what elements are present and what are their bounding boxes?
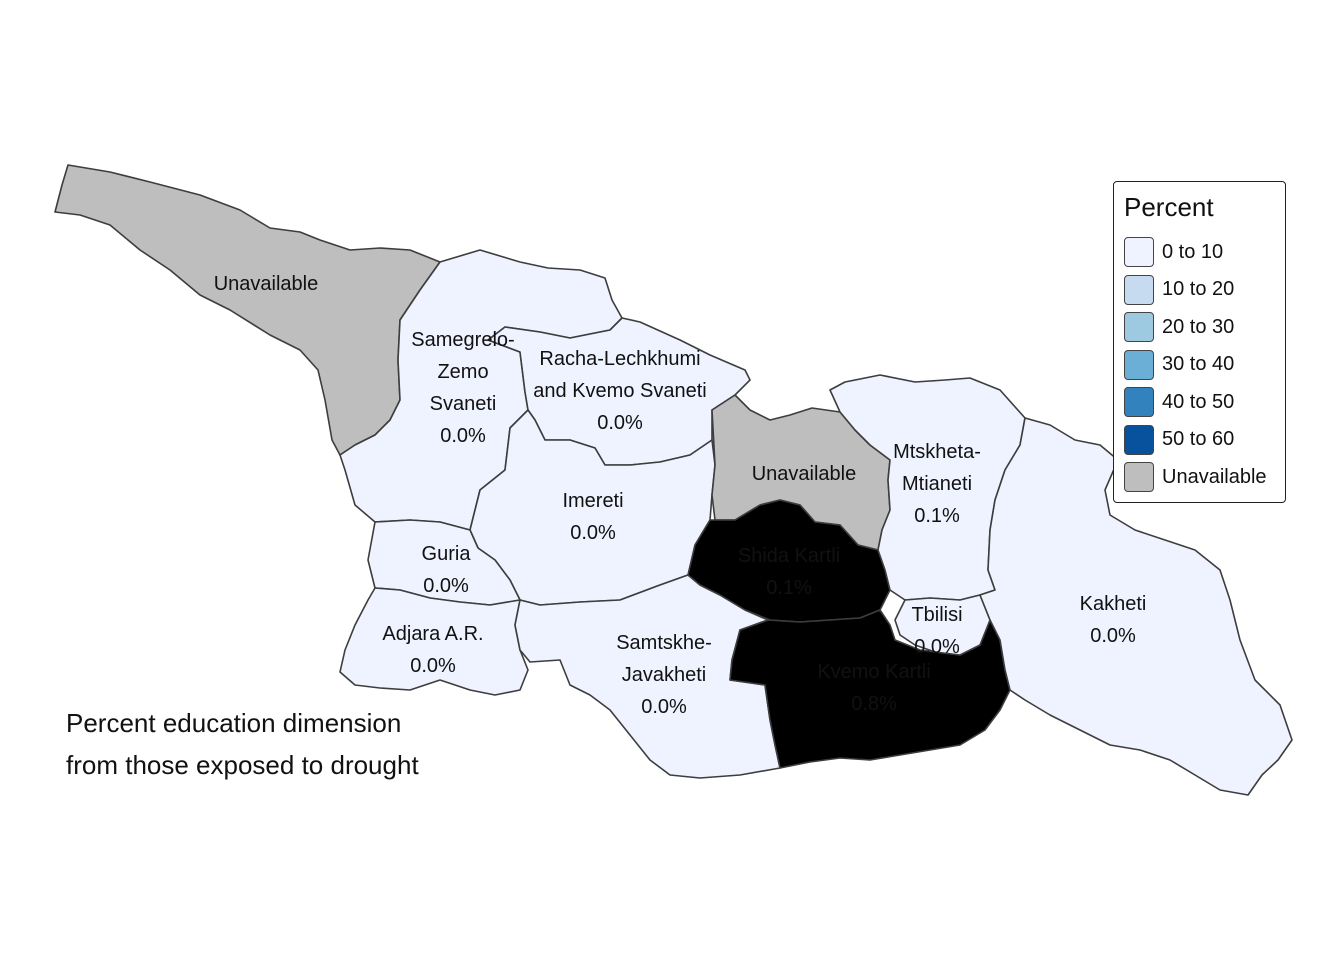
region-label-line: 0.1%	[914, 505, 960, 527]
legend-label: 10 to 20	[1162, 278, 1235, 300]
regions-layer	[54, 164, 1293, 796]
region-abkhazia	[54, 164, 441, 456]
region-label-line: 0.1%	[766, 577, 812, 599]
legend-label: Unavailable	[1162, 465, 1267, 488]
region-label-line: Unavailable	[214, 273, 319, 295]
region-label-line: Adjara A.R.	[382, 623, 483, 645]
region-label-line: 0.0%	[597, 412, 643, 434]
legend-item: 50 to 60	[1124, 424, 1234, 456]
legend-item: Unavailable	[1124, 461, 1267, 493]
legend-swatch	[1124, 312, 1154, 342]
map-caption: Percent education dimension from those e…	[66, 702, 419, 786]
region-label-line: Kakheti	[1080, 593, 1147, 615]
region-kvemo-kartli	[729, 609, 1011, 769]
region-label-line: 0.0%	[1090, 625, 1136, 647]
region-label-line: Mtskheta-	[893, 441, 981, 463]
region-tbilisi	[894, 594, 991, 656]
region-label-kvemo-kartli: Kvemo Kartli 0.8%	[817, 661, 930, 715]
region-label-line: Unavailable	[752, 463, 857, 485]
legend-title: Percent	[1124, 192, 1214, 222]
region-label-line: 0.0%	[423, 575, 469, 597]
region-label-imereti: Imereti 0.0%	[562, 490, 623, 544]
legend-label: 40 to 50	[1162, 390, 1235, 413]
legend-label: 30 to 40	[1162, 353, 1235, 375]
legend-label: 50 to 60	[1162, 428, 1235, 450]
legend-swatch	[1124, 387, 1154, 417]
region-label-line: Racha-Lechkhumi	[539, 348, 700, 370]
region-label-kakheti: Kakheti 0.0%	[1080, 593, 1147, 647]
region-label-line: Svaneti	[430, 393, 497, 415]
region-label-line: Javakheti	[622, 664, 707, 686]
region-label-line: and Kvemo Svaneti	[533, 380, 706, 402]
legend-item: 10 to 20	[1124, 274, 1234, 306]
region-label-abkhazia: Unavailable	[214, 273, 319, 295]
region-label-tbilisi: Tbilisi 0.0%	[911, 604, 962, 658]
region-label-line: Zemo	[437, 361, 488, 383]
region-label-mtskheta: Mtskheta- Mtianeti 0.1%	[893, 441, 981, 527]
region-label-line: Guria	[422, 543, 472, 565]
legend-swatch	[1124, 424, 1154, 455]
region-label-line: Mtianeti	[902, 473, 972, 495]
legend-swatch	[1124, 462, 1154, 492]
region-label-line: Shida Kartli	[738, 545, 840, 567]
region-label-line: Tbilisi	[911, 604, 962, 626]
legend-swatch	[1124, 237, 1154, 267]
legend-item: 20 to 30	[1124, 311, 1234, 343]
region-adjara	[339, 587, 529, 696]
region-label-line: 0.0%	[914, 636, 960, 658]
region-kakheti	[979, 417, 1293, 796]
legend-item: 0 to 10	[1124, 236, 1223, 268]
legend-swatch	[1124, 349, 1154, 380]
region-label-samtskhe: Samtskhe- Javakheti 0.0%	[616, 632, 712, 718]
legend-label: 0 to 10	[1162, 240, 1224, 263]
region-label-line: Samegrelo-	[411, 329, 514, 351]
legend: Percent 0 to 10 10 to 20 20 to 30 30 to 40 4…	[1113, 181, 1286, 503]
caption-line-2: from those exposed to drought	[66, 750, 419, 780]
region-label-guria: Guria 0.0%	[422, 543, 472, 597]
region-label-line: 0.0%	[570, 522, 616, 544]
region-label-shida-kartli: Shida Kartli 0.1%	[738, 545, 840, 599]
caption-line-1: Percent education dimension	[66, 708, 402, 738]
legend-swatch	[1124, 274, 1154, 305]
region-label-line: Imereti	[562, 490, 623, 512]
region-label-line: 0.8%	[851, 693, 897, 715]
legend-item: 30 to 40	[1124, 349, 1234, 381]
region-label-samegrelo: Samegrelo- Zemo Svaneti 0.0%	[411, 329, 514, 447]
region-label-line: Samtskhe-	[616, 632, 712, 654]
region-label-south-ossetia: Unavailable	[752, 463, 857, 485]
region-label-racha: Racha-Lechkhumi and Kvemo Svaneti 0.0%	[533, 348, 706, 434]
region-label-adjara: Adjara A.R. 0.0%	[382, 623, 483, 677]
region-label-line: 0.0%	[440, 425, 486, 447]
region-label-line: 0.0%	[410, 655, 456, 677]
legend-label: 20 to 30	[1162, 315, 1235, 338]
legend-item: 40 to 50	[1124, 386, 1234, 418]
region-label-line: 0.0%	[641, 696, 687, 718]
region-label-line: Kvemo Kartli	[817, 661, 930, 683]
